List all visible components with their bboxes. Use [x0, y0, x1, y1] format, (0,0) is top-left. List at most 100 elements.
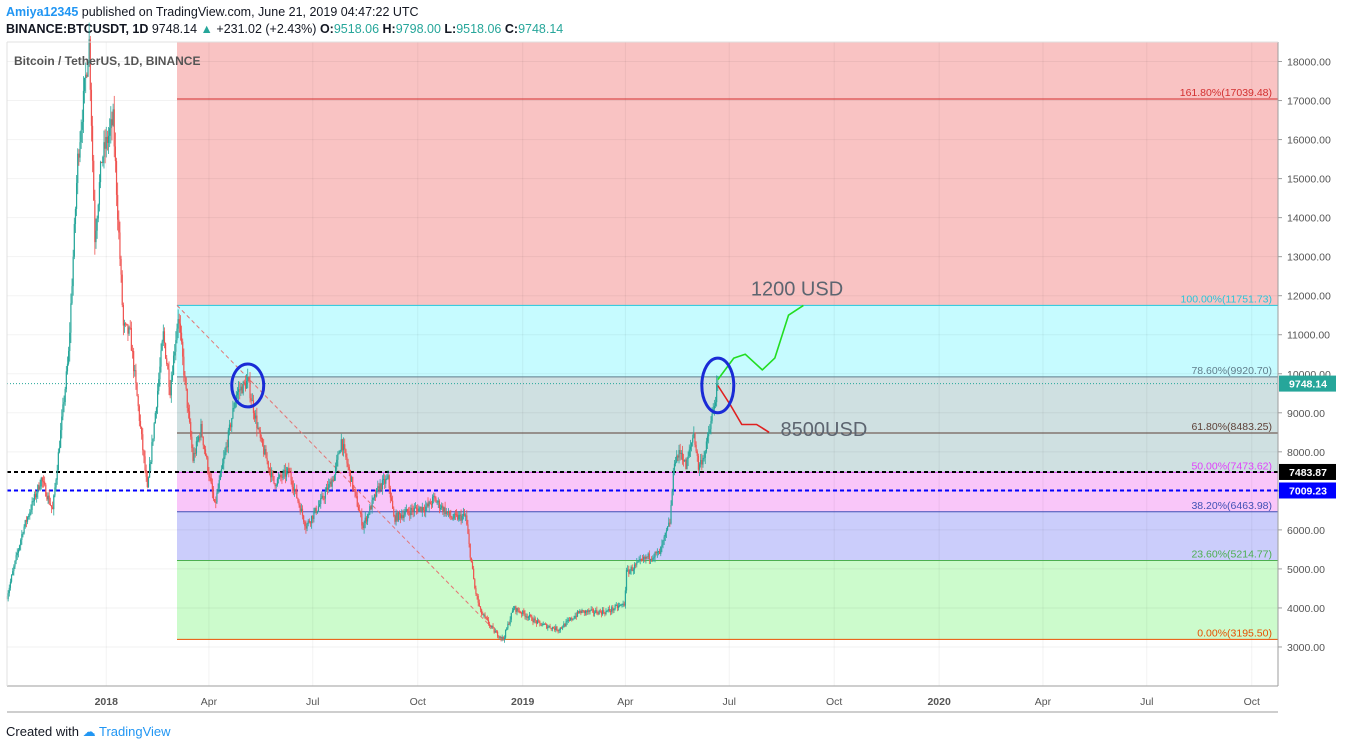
candle-body-224: [261, 438, 264, 446]
candle-body-33: [44, 481, 46, 485]
candle-body-409: [473, 568, 475, 580]
chart-canvas[interactable]: 161.80%(17039.48) 100.00%(11751.73) 78.60%…: [0, 0, 1348, 722]
candle-body-29: [39, 486, 41, 490]
candle-body-251: [292, 486, 294, 491]
candle-body-104: [125, 323, 127, 325]
candle-body-117: [139, 421, 142, 427]
candle-body-155: [183, 356, 185, 376]
candle-body-351: [406, 509, 409, 512]
candle-body-231: [269, 469, 272, 478]
tradingview-brand[interactable]: TradingView: [99, 724, 171, 739]
candle-body-616: [709, 429, 711, 434]
candle-body-584: [672, 470, 674, 492]
candle-body-490: [565, 621, 567, 627]
candle-body-107: [128, 327, 130, 334]
candle-body-242: [282, 472, 284, 478]
candle-body-408: [471, 561, 474, 569]
candle-body-534: [615, 605, 617, 607]
candle-body-441: [509, 619, 511, 625]
candle-body-611: [703, 457, 705, 459]
candle-body-338: [392, 500, 394, 509]
candle-body-268: [312, 515, 314, 519]
created-with-label: Created with: [6, 724, 79, 739]
candle-body-546: [629, 570, 631, 574]
candle-body-97: [117, 194, 119, 220]
candle-body-583: [671, 491, 673, 506]
candle-body-317: [368, 514, 370, 516]
candle-body-245: [285, 470, 288, 477]
candle-body-344: [398, 512, 401, 515]
y-tick-label-14: 17000.00: [1287, 96, 1331, 108]
candle-body-118: [141, 426, 143, 435]
candle-body-431: [498, 636, 500, 638]
candle-body-284: [330, 481, 332, 487]
candle-body-576: [663, 536, 665, 541]
candle-body-235: [274, 483, 276, 487]
last-price-tag-box: [1279, 375, 1336, 392]
candle-body-67: [82, 90, 85, 122]
candle-body-169: [199, 436, 201, 438]
candle-body-493: [568, 619, 571, 621]
x-tick-label-7: Oct: [826, 696, 842, 708]
candle-body-445: [514, 606, 516, 609]
candle-body-209: [244, 382, 247, 389]
candle-body-307: [356, 496, 358, 507]
candle-body-435: [502, 636, 504, 640]
candle-body-324: [376, 488, 378, 497]
y-tick-label-15: 18000.00: [1287, 57, 1331, 69]
candle-body-205: [240, 386, 242, 391]
author-name[interactable]: Amiya12345: [6, 5, 79, 19]
candle-body-312: [362, 525, 364, 529]
x-tick-label-0: 2018: [95, 696, 119, 708]
candle-body-520: [599, 610, 601, 612]
candle-body-241: [281, 477, 283, 479]
candle-body-108: [129, 327, 131, 329]
candle-body-263: [306, 523, 308, 529]
candle-body-243: [283, 470, 285, 473]
candle-body-125: [149, 463, 151, 478]
candle-body-478: [551, 627, 553, 630]
candle-body-21: [30, 510, 32, 513]
candle-body-420: [485, 616, 487, 619]
candle-body-300: [348, 466, 350, 471]
candle-body-41: [53, 495, 55, 510]
candle-body-254: [296, 489, 298, 499]
candle-body-142: [168, 369, 170, 387]
candle-body-401: [463, 513, 466, 516]
candle-body-454: [524, 613, 526, 617]
candle-body-529: [609, 610, 612, 612]
fib-zone-3: [176, 432, 1278, 473]
candle-body-333: [386, 478, 388, 480]
candle-body-292: [339, 450, 341, 454]
candle-body-503: [580, 611, 582, 614]
candle-body-417: [482, 614, 484, 616]
candle-body-49: [62, 404, 64, 417]
tradingview-logo-icon[interactable]: ☁: [82, 724, 96, 739]
candle-body-552: [636, 562, 638, 565]
candle-body-192: [225, 446, 227, 452]
candle-body-301: [349, 470, 352, 482]
candle-body-568: [654, 552, 656, 558]
candle-body-262: [305, 526, 307, 529]
candle-body-207: [242, 381, 244, 394]
candle-body-197: [231, 418, 233, 428]
candle-body-509: [587, 610, 589, 613]
candle-body-7: [14, 560, 16, 567]
candle-body-506: [583, 610, 585, 614]
candle-body-567: [653, 557, 655, 559]
candle-body-602: [693, 432, 695, 439]
candle-body-361: [418, 508, 420, 512]
candle-body-411: [475, 588, 477, 594]
candle-body-211: [247, 377, 249, 382]
y-tick-label-3: 6000.00: [1287, 525, 1325, 537]
candle-body-303: [352, 476, 354, 489]
projection-up-line: [717, 304, 804, 381]
candle-body-191: [224, 451, 226, 458]
candle-body-517: [596, 610, 598, 614]
candle-body-526: [606, 610, 608, 612]
candle-body-352: [408, 511, 410, 513]
candle-body-586: [674, 462, 677, 464]
candle-body-149: [176, 328, 178, 341]
candle-body-158: [186, 388, 188, 408]
candle-body-100: [120, 258, 122, 275]
